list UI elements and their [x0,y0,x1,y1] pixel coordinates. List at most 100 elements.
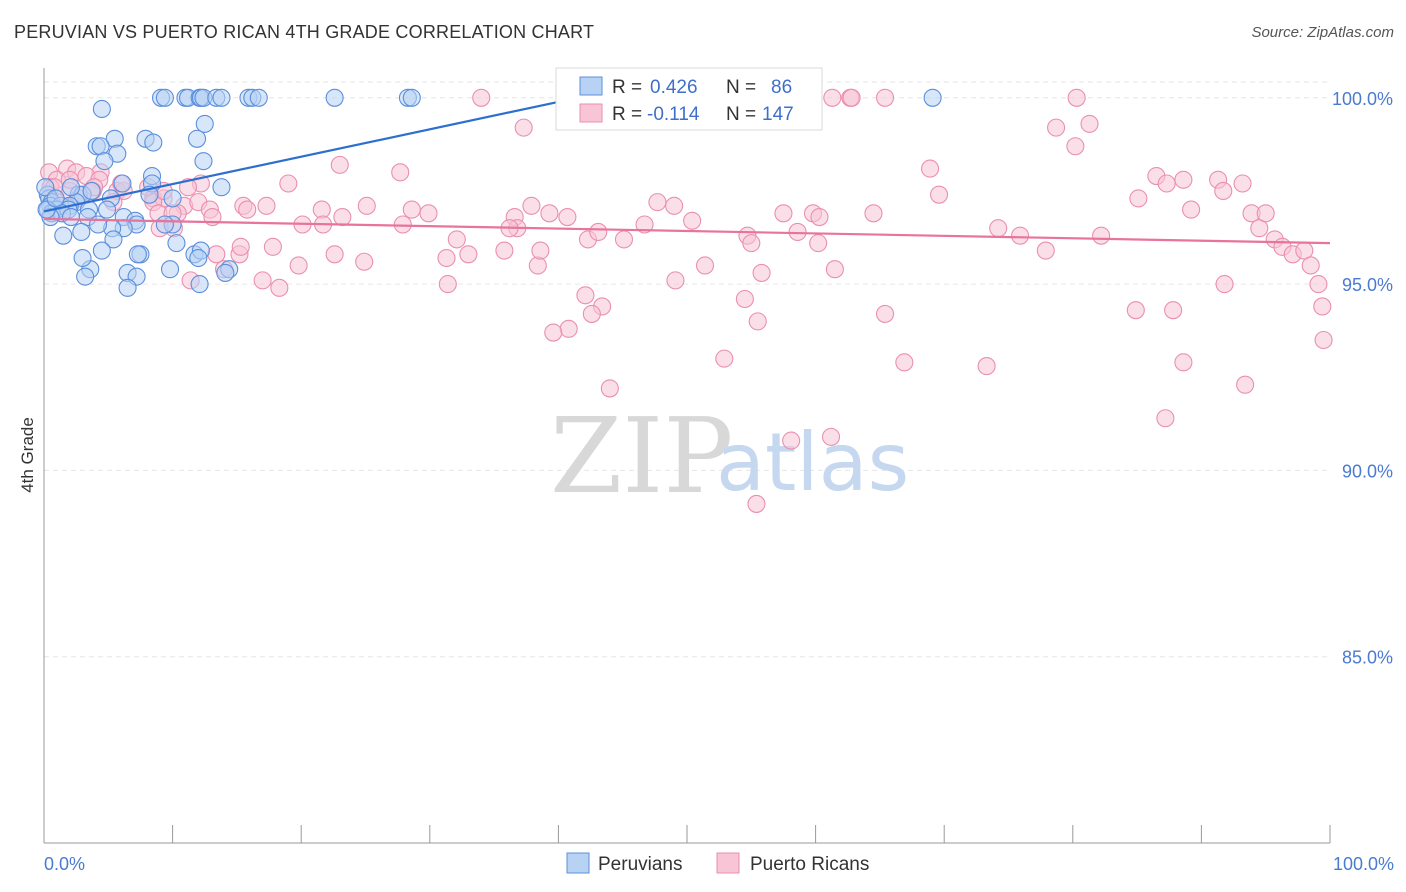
stats-swatch-blue [579,76,603,96]
peruvian-point [194,152,213,171]
legend-label-puerto-ricans: Puerto Ricans [750,854,869,875]
puerto-rican-point [238,200,257,219]
puerto-rican-point [1092,226,1111,245]
puerto-rican-point [842,88,861,107]
peruvian-point [61,207,81,227]
x-tick-label-right: 100.0% [1333,854,1394,874]
puerto-rican-point [1164,301,1183,320]
stats-blue-r-value: 0.426 [650,77,698,98]
puerto-rican-point [921,159,940,178]
puerto-rican-point [665,196,684,215]
puerto-rican-point [1036,241,1055,260]
puerto-rican-point [989,219,1008,238]
stats-blue-n-label: N = [726,77,756,98]
puerto-rican-point [875,88,895,107]
trend-lines [43,96,1331,245]
peruvian-point [104,230,123,249]
puerto-rican-point [1047,118,1066,137]
puerto-rican-point [459,245,478,264]
legend-swatch-peruvians [566,852,590,874]
peruvian-point [325,88,344,107]
y-axis-label: 4th Grade [18,417,37,493]
puerto-rican-point [558,207,577,227]
puerto-rican-point [614,230,634,249]
peruvian-point [189,248,208,268]
puerto-rican-point [695,256,715,275]
stats-pink-r-label: R = [612,104,642,125]
puerto-rican-point [333,207,352,227]
puerto-rican-point [977,357,996,376]
puerto-rican-point [1233,174,1252,193]
peruvian-point [144,133,163,152]
puerto-rican-point [821,427,841,446]
peruvian-point [72,222,91,241]
puerto-rican-point [325,245,344,264]
puerto-rican-point [809,234,828,253]
stats-pink-n-label: N = [726,104,756,125]
stats-pink-r-value: -0.114 [647,104,700,125]
peruvian-point [249,88,268,107]
legend-swatch-puerto-ricans [716,852,740,874]
puerto-rican-point [355,252,374,271]
chart-title: PERUVIAN VS PUERTO RICAN 4TH GRADE CORRE… [14,22,595,42]
puerto-rican-point [1126,301,1145,320]
peruvian-point [128,245,147,264]
gridlines [44,81,1330,658]
peruvian-point [212,178,231,197]
peruvian-point [167,234,186,253]
puerto-rican-point [540,204,559,223]
puerto-rican-point [1236,375,1255,394]
stats-blue-r-label: R = [612,77,642,98]
peruvian-point [88,215,108,234]
puerto-rican-point [582,304,601,323]
y-axis-ticks: 100.0% 95.0% 90.0% 85.0% [1332,89,1393,668]
peruvian-point [155,215,174,234]
puerto-rican-point [895,353,914,372]
peruvian-point [92,99,111,119]
puerto-rican-point [576,286,595,305]
peruvian-point [190,275,209,294]
puerto-rican-point [447,230,466,249]
puerto-rican-point [1174,170,1193,189]
puerto-rican-point [1182,200,1201,219]
x-tick-label-left: 0.0% [44,854,85,874]
puerto-rican-point [472,88,491,107]
watermark-atlas: atlas [716,416,909,509]
puerto-rican-point [544,323,563,342]
puerto-rican-point [742,234,761,253]
puerto-rican-point [683,211,702,230]
peruvian-point [82,181,101,201]
puerto-rican-point [735,289,754,309]
puerto-rican-point [715,349,734,368]
puerto-rican-point [1215,275,1234,294]
puerto-rican-point [402,200,421,219]
puerto-rican-point [1250,219,1269,238]
stats-swatch-pink [579,103,603,123]
puerto-rican-point [825,260,844,279]
puerto-rican-point [648,193,667,212]
puerto-rican-point [438,275,457,294]
y-tick-label: 90.0% [1342,461,1393,481]
peruvian-point [46,189,65,208]
puerto-rican-point [231,237,250,256]
source-label: Source: ZipAtlas.com [1251,24,1394,41]
peruvian-point [402,88,421,107]
puerto-rican-point [635,215,654,234]
puerto-rican-point [666,271,685,290]
puerto-rican-point [1174,353,1193,372]
peruvian-point [187,129,207,148]
puerto-rican-point [419,204,438,223]
peruvian-point [923,88,942,107]
peruvian-point [61,178,81,197]
puerto-rican-point [1067,88,1086,107]
puerto-rican-point [864,204,883,223]
x-axis-tick-marks [43,825,1331,843]
y-tick-label: 100.0% [1332,89,1393,109]
peruvian-point [212,88,231,107]
puerto-rican-point [495,241,514,260]
puerto-rican-point [263,237,282,256]
puerto-rican-point [600,379,619,398]
puerto-rican-point [589,222,608,241]
puerto-rican-point [747,494,766,513]
